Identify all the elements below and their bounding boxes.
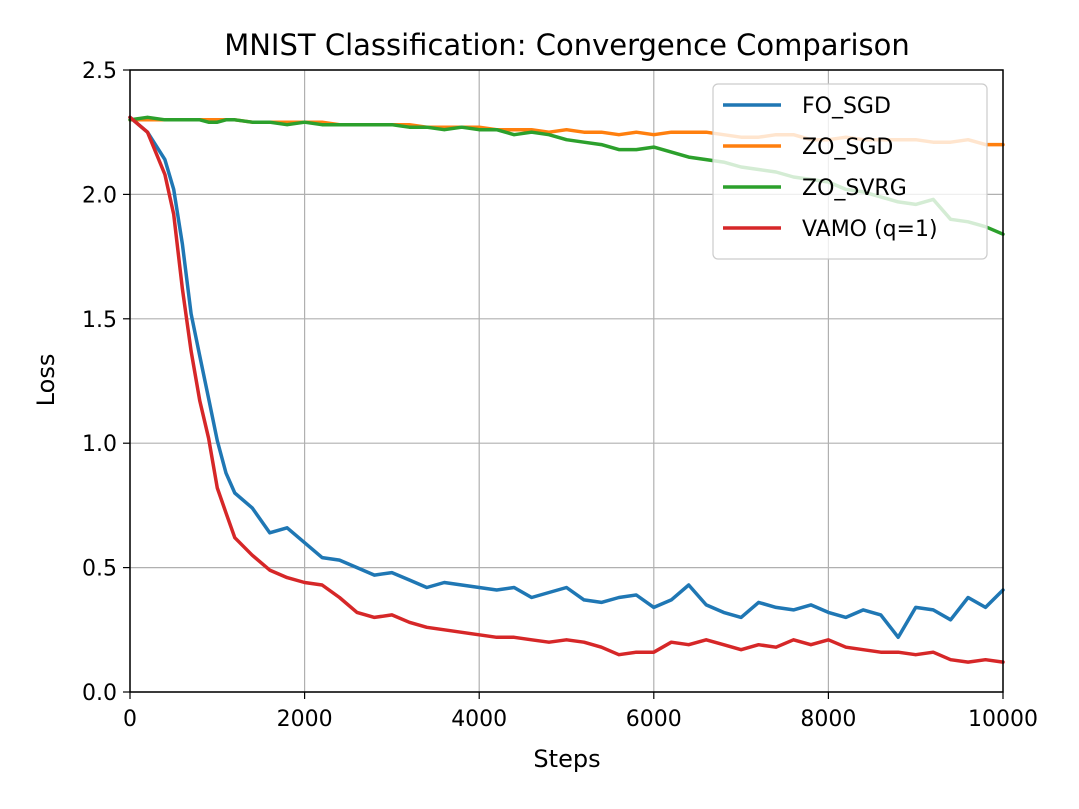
x-axis-label: Steps	[533, 745, 600, 773]
legend-box	[712, 83, 988, 260]
legend-label-fo-sgd: FO_SGD	[802, 94, 891, 119]
series-line-fo-sgd	[128, 115, 1005, 640]
y-tick-label: 0.0	[82, 681, 117, 706]
legend: FO_SGD ZO_SGD ZO_SVRG VAMO (q=1)	[712, 83, 988, 260]
legend-label-vamo-q-1: VAMO (q=1)	[802, 217, 938, 242]
x-tick-label: 6000	[626, 707, 682, 732]
x-tick-label: 8000	[800, 707, 856, 732]
y-tick-label: 0.5	[82, 557, 117, 582]
legend-label-zo-sgd: ZO_SGD	[802, 135, 893, 160]
axis-ticks: 0 2000 4000 6000 8000 10000 0.0 0.5 1.0 1.5 2.0 2.5	[82, 59, 1038, 732]
plot-frame	[129, 69, 1004, 693]
x-tick-label: 4000	[451, 707, 507, 732]
y-tick-label: 2.0	[82, 183, 117, 208]
y-tick-label: 2.5	[82, 59, 117, 84]
y-tick-label: 1.0	[82, 432, 117, 457]
chart-title: MNIST Classification: Convergence Compar…	[224, 28, 910, 62]
x-tick-label: 0	[123, 707, 137, 732]
y-tick-label: 1.5	[82, 308, 117, 333]
legend-label-zo-svrg: ZO_SVRG	[802, 176, 907, 201]
y-axis-label: Loss	[32, 354, 60, 407]
x-tick-label: 10000	[968, 707, 1038, 732]
x-tick-label: 2000	[277, 707, 333, 732]
series-line-vamo-q-1	[128, 115, 1005, 664]
